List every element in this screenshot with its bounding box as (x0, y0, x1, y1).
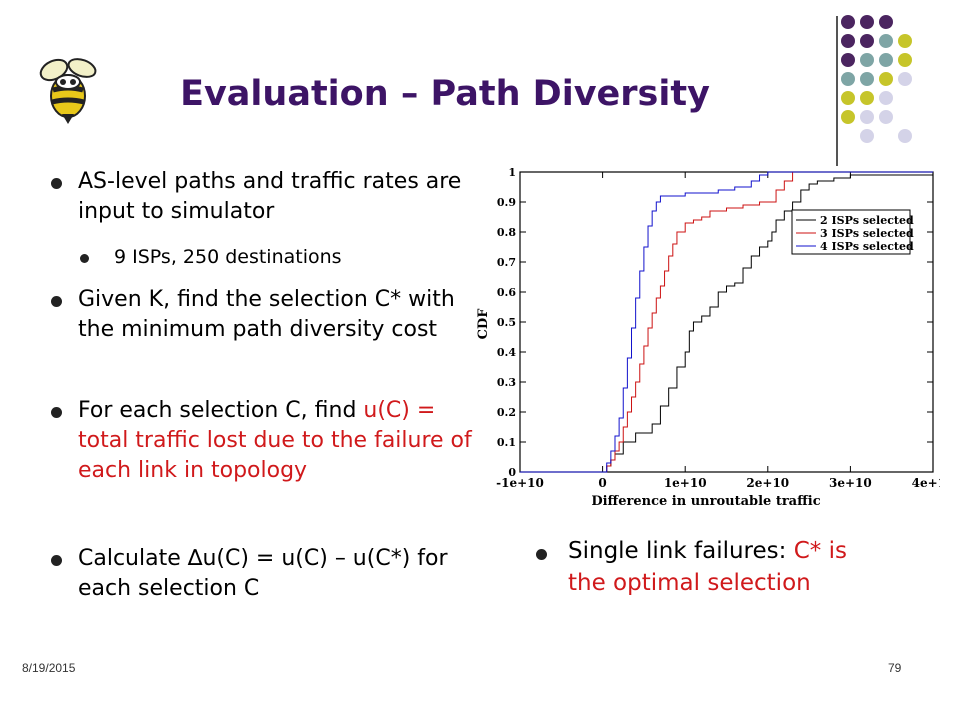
right-bullet: Single link failures: C* is the optimal … (536, 535, 856, 655)
bullet-3-plain: For each selection C, find (78, 398, 357, 423)
decoration-dot (879, 34, 893, 48)
decoration-dot (860, 34, 874, 48)
decoration-dot (898, 34, 912, 48)
decoration-dot (841, 110, 855, 124)
legend-label: 4 ISPs selected (820, 240, 914, 253)
bullet-marker (51, 178, 62, 189)
bullet-4: Calculate ∆u(C) = u(C) – u(C*) for each … (78, 546, 448, 601)
bullet-marker (51, 555, 62, 566)
dot-grid-decoration (841, 15, 912, 143)
bullet-1-sub: 9 ISPs, 250 destinations (114, 246, 342, 268)
x-tick-label: -1e+10 (496, 476, 544, 490)
legend-label: 3 ISPs selected (820, 227, 914, 240)
chart-legend-box (791, 209, 911, 255)
x-tick-label: 4e+10 (912, 476, 940, 490)
series-line-3-isps (520, 171, 933, 473)
bullet-3: For each selection C, find u(C) = total … (78, 396, 473, 486)
decoration-dot (860, 129, 874, 143)
decoration-dot (860, 110, 874, 124)
decoration-dot (879, 110, 893, 124)
title-divider-line (836, 16, 838, 166)
right-bullet-plain: Single link failures: (568, 538, 787, 564)
y-tick-label: 0.2 (497, 406, 516, 419)
x-tick-label: 3e+10 (829, 476, 872, 490)
bullet-marker (536, 549, 547, 560)
decoration-dot (860, 91, 874, 105)
bullet-3-highlight: u(C) = total traffic lost due to the fai… (78, 398, 472, 483)
slide-date: 8/19/2015 (22, 661, 76, 675)
y-tick-label: 0 (508, 466, 516, 479)
decoration-dot (860, 53, 874, 67)
decoration-dot (860, 15, 874, 29)
decoration-dot (879, 15, 893, 29)
y-tick-label: 1 (508, 166, 516, 179)
y-tick-label: 0.7 (497, 256, 516, 269)
decoration-dot (841, 34, 855, 48)
bullet-1: AS-level paths and traffic rates are inp… (78, 169, 462, 224)
bullet-list: AS-level paths and traffic rates are inp… (0, 0, 500, 660)
decoration-dot (860, 72, 874, 86)
cdf-chart: -1e+1001e+102e+103e+104e+1000.10.20.30.4… (476, 166, 940, 509)
decoration-dot (879, 53, 893, 67)
x-tick-label: 2e+10 (746, 476, 789, 490)
x-tick-label: 1e+10 (664, 476, 707, 490)
bullet-2: Given K, find the selection C* with the … (78, 287, 455, 342)
chart-y-axis-label: CDF (476, 308, 491, 340)
legend-label: 2 ISPs selected (820, 214, 914, 227)
y-tick-label: 0.9 (497, 196, 516, 209)
decoration-dot (841, 72, 855, 86)
decoration-dot (879, 72, 893, 86)
series-line-4-isps (520, 171, 933, 473)
decoration-dot (879, 91, 893, 105)
series-line-2-isps (520, 172, 934, 473)
y-tick-label: 0.8 (497, 226, 516, 239)
chart-x-axis-label: Difference in unroutable traffic (591, 494, 820, 509)
decoration-dot (841, 91, 855, 105)
decoration-dot (898, 129, 912, 143)
decoration-dot (898, 53, 912, 67)
y-tick-label: 0.4 (497, 346, 516, 359)
x-tick-label: 0 (598, 476, 606, 490)
bullet-marker (51, 296, 62, 307)
slide-page-number: 79 (888, 661, 902, 675)
yellow-jacket-mascot-icon (39, 58, 97, 124)
decoration-dot (841, 15, 855, 29)
sub-bullet-marker (80, 254, 89, 263)
bullet-marker (51, 407, 62, 418)
decoration-dot (898, 72, 912, 86)
slide-title: Evaluation – Path Diversity (180, 74, 710, 114)
decoration-dot (841, 53, 855, 67)
y-tick-label: 0.5 (497, 316, 516, 329)
y-tick-label: 0.6 (497, 286, 516, 299)
right-bullet-highlight: C* is the optimal selection (568, 538, 847, 596)
y-tick-label: 0.1 (497, 436, 516, 449)
y-tick-label: 0.3 (497, 376, 516, 389)
